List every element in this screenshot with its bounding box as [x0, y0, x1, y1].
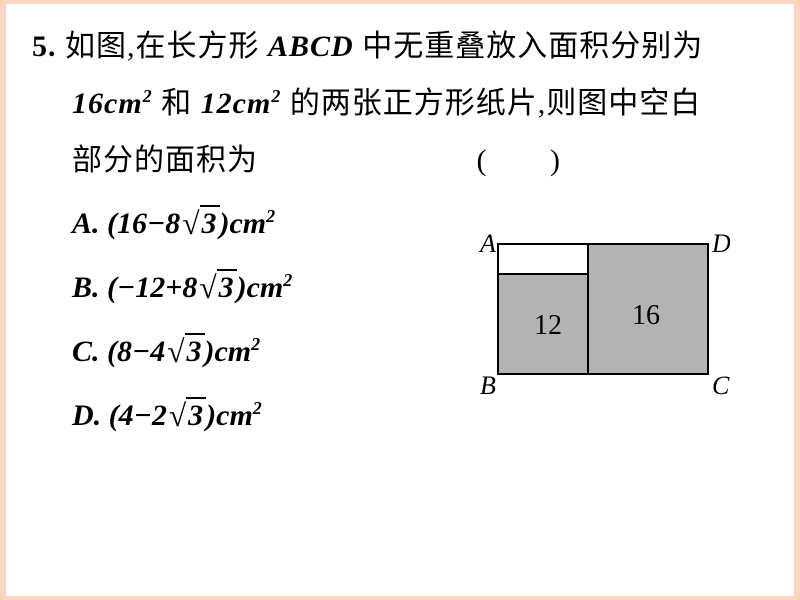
- area-2: 12cm: [201, 87, 272, 120]
- radicand: 3: [185, 333, 205, 368]
- stem-text: 中无重叠放入面积分别为: [354, 30, 704, 63]
- num: −12: [117, 271, 165, 304]
- sqrt: √3: [197, 257, 236, 317]
- op: −: [147, 207, 165, 240]
- num: 16: [117, 207, 147, 240]
- diagram: 12 16 A D B C: [474, 226, 730, 402]
- label-small-value: 12: [534, 310, 562, 341]
- num: 8: [165, 207, 180, 240]
- radicand: 3: [217, 269, 237, 304]
- option-label: B.: [72, 271, 100, 304]
- label-d: D: [711, 229, 730, 258]
- problem-5: 5. 如图,在长方形 ABCD 中无重叠放入面积分别为 16cm2 和 12cm…: [32, 18, 768, 444]
- label-big-value: 16: [632, 300, 660, 331]
- stem-line-2: 16cm2 和 12cm2 的两张正方形纸片,则图中空白: [32, 75, 768, 132]
- stem-text: 部分的面积为: [72, 144, 258, 177]
- paren-close: )cm: [220, 207, 267, 240]
- squared: 2: [253, 398, 262, 418]
- page: 5. 如图,在长方形 ABCD 中无重叠放入面积分别为 16cm2 和 12cm…: [6, 4, 794, 596]
- radicand: 3: [200, 205, 220, 240]
- sqrt: √3: [180, 193, 219, 253]
- label-a: A: [478, 229, 496, 258]
- stem-text: 如图,在长方形: [65, 30, 268, 63]
- sqrt: √3: [165, 321, 204, 381]
- rectangle-name: ABCD: [268, 30, 354, 63]
- area-1: 16cm: [72, 87, 143, 120]
- squared: 2: [143, 86, 153, 106]
- op: −: [134, 399, 152, 432]
- paren-open: (: [109, 399, 119, 432]
- stem-line-3: 部分的面积为 ( ): [32, 132, 768, 189]
- squared: 2: [266, 206, 275, 226]
- sqrt: √3: [167, 385, 206, 445]
- paren-close: )cm: [206, 399, 253, 432]
- stem-text: 的两张正方形纸片,则图中空白: [281, 87, 701, 120]
- label-c: C: [712, 371, 730, 400]
- op: +: [165, 271, 182, 304]
- paren-open: (: [107, 335, 117, 368]
- paren-open: (: [107, 207, 117, 240]
- stem-text: 和: [153, 87, 201, 120]
- label-b: B: [480, 371, 496, 400]
- diagram-svg: 12 16 A D B C: [474, 226, 730, 402]
- op: −: [132, 335, 150, 368]
- paren-open: (: [107, 271, 117, 304]
- squared: 2: [283, 270, 292, 290]
- paren-close: )cm: [205, 335, 252, 368]
- option-label: A.: [72, 207, 100, 240]
- squared: 2: [271, 86, 281, 106]
- num: 8: [182, 271, 197, 304]
- radicand: 3: [186, 397, 206, 432]
- question-number: 5.: [32, 30, 57, 63]
- num: 4: [119, 399, 134, 432]
- answer-blank: ( ): [477, 132, 768, 189]
- num: 2: [152, 399, 167, 432]
- squared: 2: [251, 334, 260, 354]
- stem-line-1: 5. 如图,在长方形 ABCD 中无重叠放入面积分别为: [32, 18, 768, 75]
- option-label: C.: [72, 335, 100, 368]
- option-label: D.: [72, 399, 101, 432]
- num: 8: [117, 335, 132, 368]
- num: 4: [150, 335, 165, 368]
- paren-close: )cm: [237, 271, 284, 304]
